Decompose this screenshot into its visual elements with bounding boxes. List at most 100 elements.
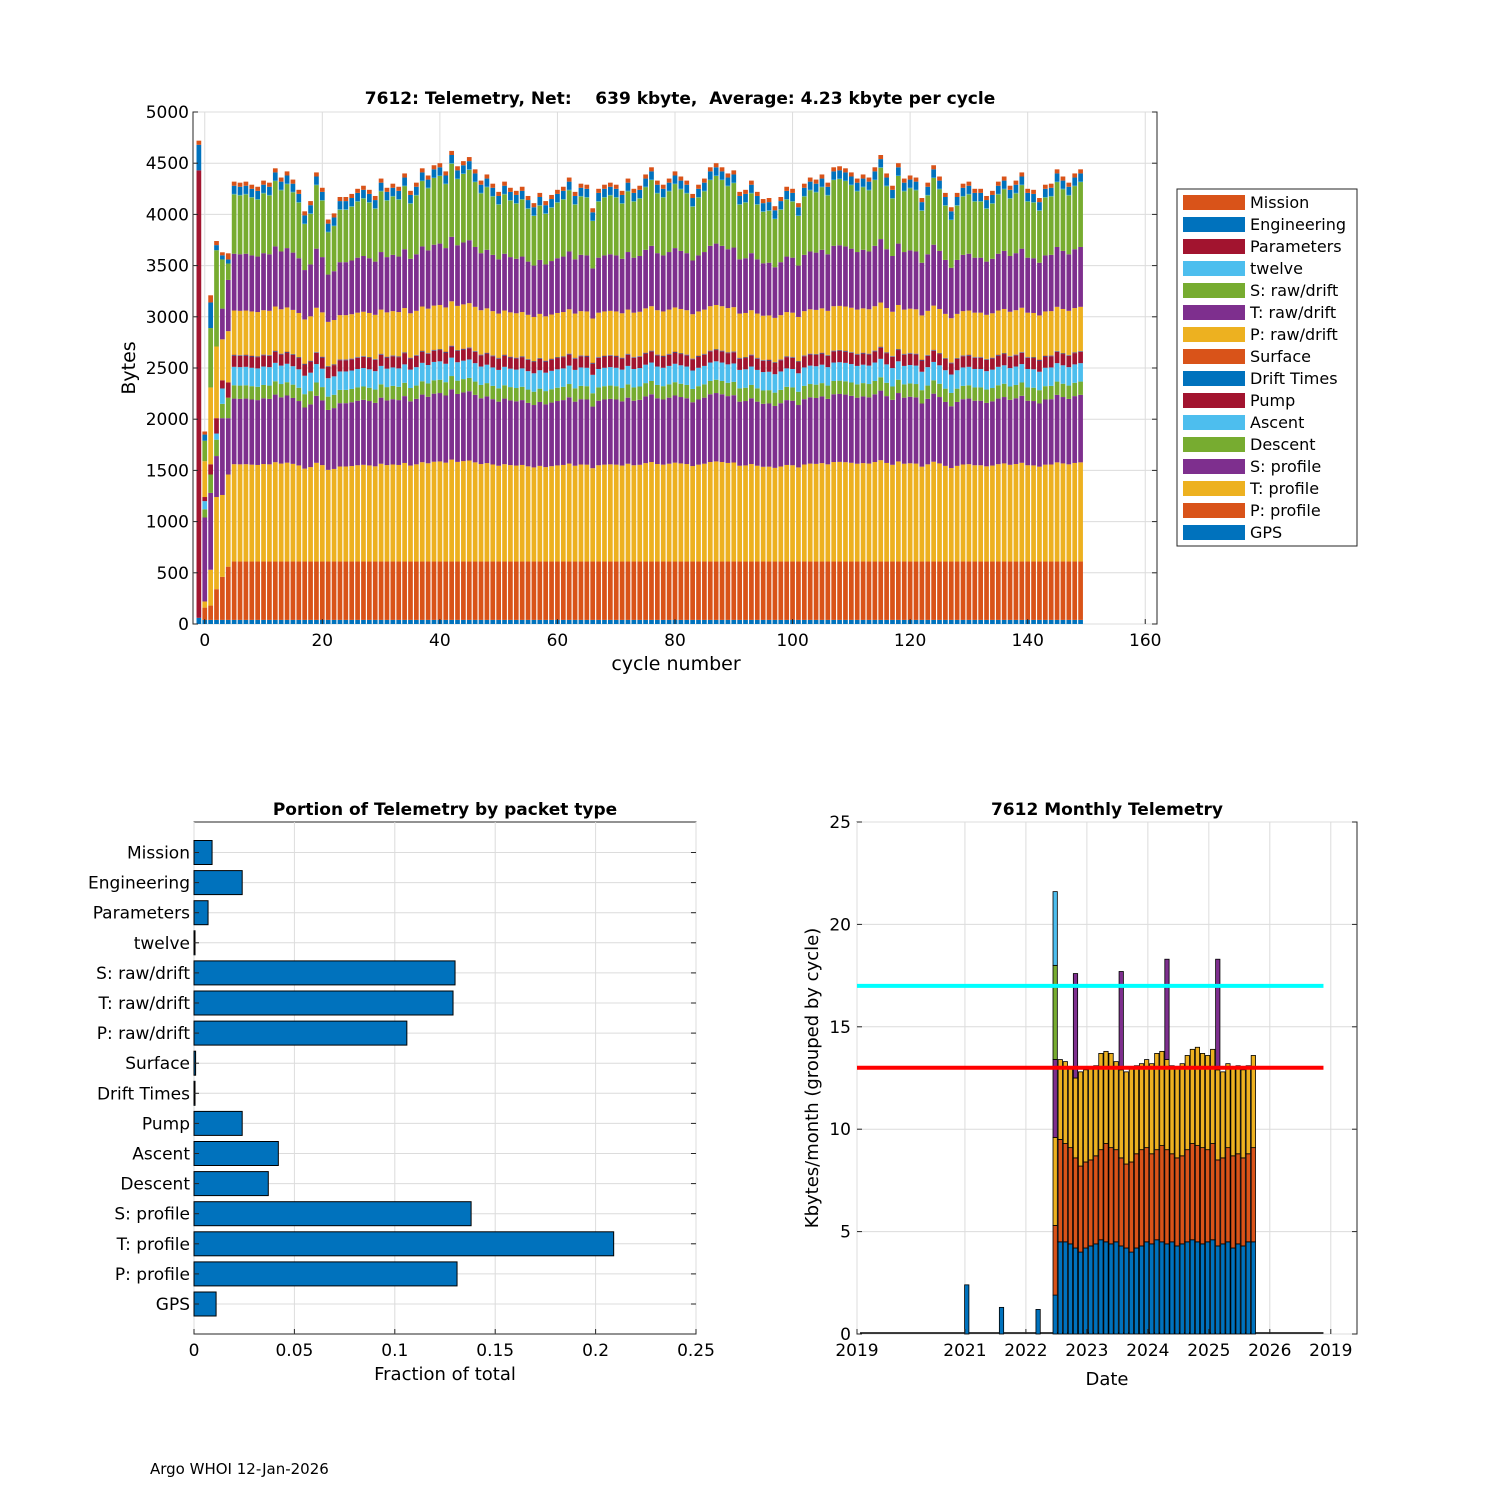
bar-segment — [666, 190, 672, 192]
bar-segment — [261, 619, 266, 624]
bar-segment — [1001, 354, 1007, 366]
bar-segment — [1054, 619, 1060, 624]
bar-segment — [408, 258, 413, 314]
bar-segment — [496, 358, 502, 359]
bar-segment — [572, 195, 578, 205]
bar-segment — [954, 465, 960, 562]
chart1-ytick-label: 3000 — [146, 308, 189, 328]
chart2-category-label: Pump — [142, 1114, 190, 1134]
bar-segment — [637, 185, 643, 190]
bar-segment — [702, 309, 707, 354]
bar-segment — [1042, 355, 1048, 356]
bar-segment — [972, 387, 978, 401]
bar-segment — [925, 195, 931, 255]
chart2-ticks: 0 0.05 0.1 0.15 0.2 0.25MissionEngineeringPar… — [88, 844, 715, 1362]
bar-segment — [890, 356, 895, 357]
bar-segment — [437, 350, 443, 362]
bar-segment — [214, 497, 219, 590]
bar-segment — [337, 466, 343, 562]
bar-segment — [990, 190, 995, 195]
month-bar-orange — [1078, 1165, 1084, 1253]
bar-segment — [414, 254, 419, 311]
bar-segment — [907, 187, 913, 189]
bar-segment — [749, 193, 754, 254]
legend-entry: S: raw/drift — [1250, 281, 1338, 300]
portion-bar — [193, 1110, 243, 1136]
bar-segment — [872, 380, 878, 395]
bar-segment — [990, 203, 995, 259]
bar-segment — [684, 619, 690, 624]
bar-segment — [220, 388, 225, 404]
bar-segment — [637, 189, 643, 199]
bar-segment — [361, 356, 366, 369]
bar-segment — [343, 209, 349, 210]
bar-segment — [414, 310, 419, 355]
bar-segment — [896, 175, 901, 176]
bar-segment — [978, 387, 984, 401]
bar-segment — [854, 182, 860, 191]
bar-segment — [1060, 619, 1066, 624]
bar-segment — [314, 248, 319, 308]
bar-segment — [749, 184, 754, 193]
bar-segment — [931, 177, 936, 179]
bar-segment — [801, 196, 807, 255]
bar-segment — [525, 402, 531, 467]
month-bar-orange — [1240, 1157, 1246, 1247]
bar-segment — [1019, 184, 1025, 186]
month-bar-orange — [1052, 1225, 1058, 1296]
bar-segment — [1025, 188, 1031, 193]
bar-segment — [731, 561, 737, 620]
bar-segment — [596, 192, 601, 202]
bar-segment — [837, 178, 842, 246]
bar-segment — [196, 170, 202, 618]
bar-segment — [766, 360, 772, 372]
bar-segment — [220, 252, 225, 256]
bar-segment — [843, 172, 848, 181]
bar-segment — [948, 406, 954, 469]
bar-segment — [943, 259, 948, 314]
bar-segment — [237, 398, 243, 465]
bar-segment — [513, 357, 519, 359]
bar-segment — [319, 368, 325, 388]
bar-segment — [1072, 249, 1078, 309]
bar-segment — [319, 356, 325, 357]
bar-segment — [308, 467, 313, 562]
bar-segment — [255, 190, 261, 200]
bar-segment — [384, 357, 390, 369]
bar-segment — [449, 155, 454, 164]
bar-segment — [402, 249, 407, 309]
legend-swatch — [1183, 217, 1245, 232]
bar-segment — [243, 194, 249, 254]
bar-segment — [502, 355, 507, 367]
bar-segment — [1042, 197, 1048, 256]
bar-segment — [231, 181, 237, 186]
bar-segment — [872, 351, 878, 363]
bar-segment — [349, 206, 355, 261]
bar-segment — [590, 220, 596, 222]
bar-segment — [678, 463, 684, 562]
bar-segment — [390, 367, 396, 386]
bar-segment — [1019, 395, 1025, 463]
bar-segment — [366, 202, 372, 203]
bar-segment — [737, 561, 743, 620]
bar-segment — [860, 186, 866, 188]
bar-segment — [684, 193, 690, 254]
bar-segment — [578, 561, 584, 620]
bar-segment — [255, 464, 261, 562]
bar-segment — [231, 561, 237, 620]
bar-segment — [931, 561, 936, 620]
bar-segment — [731, 619, 737, 624]
bar-segment — [613, 184, 619, 189]
bar-segment — [901, 463, 907, 562]
bar-segment — [272, 394, 278, 463]
bar-segment — [660, 367, 666, 387]
bar-segment — [437, 349, 443, 351]
bar-segment — [508, 368, 513, 388]
month-bar-yellow — [1199, 1053, 1206, 1149]
bar-segment — [508, 356, 513, 358]
bar-segment — [408, 388, 413, 402]
month-bar-orange — [1067, 1147, 1073, 1245]
month-bar-orange — [1199, 1147, 1206, 1245]
bar-segment — [825, 464, 831, 562]
bar-segment — [1001, 176, 1007, 181]
